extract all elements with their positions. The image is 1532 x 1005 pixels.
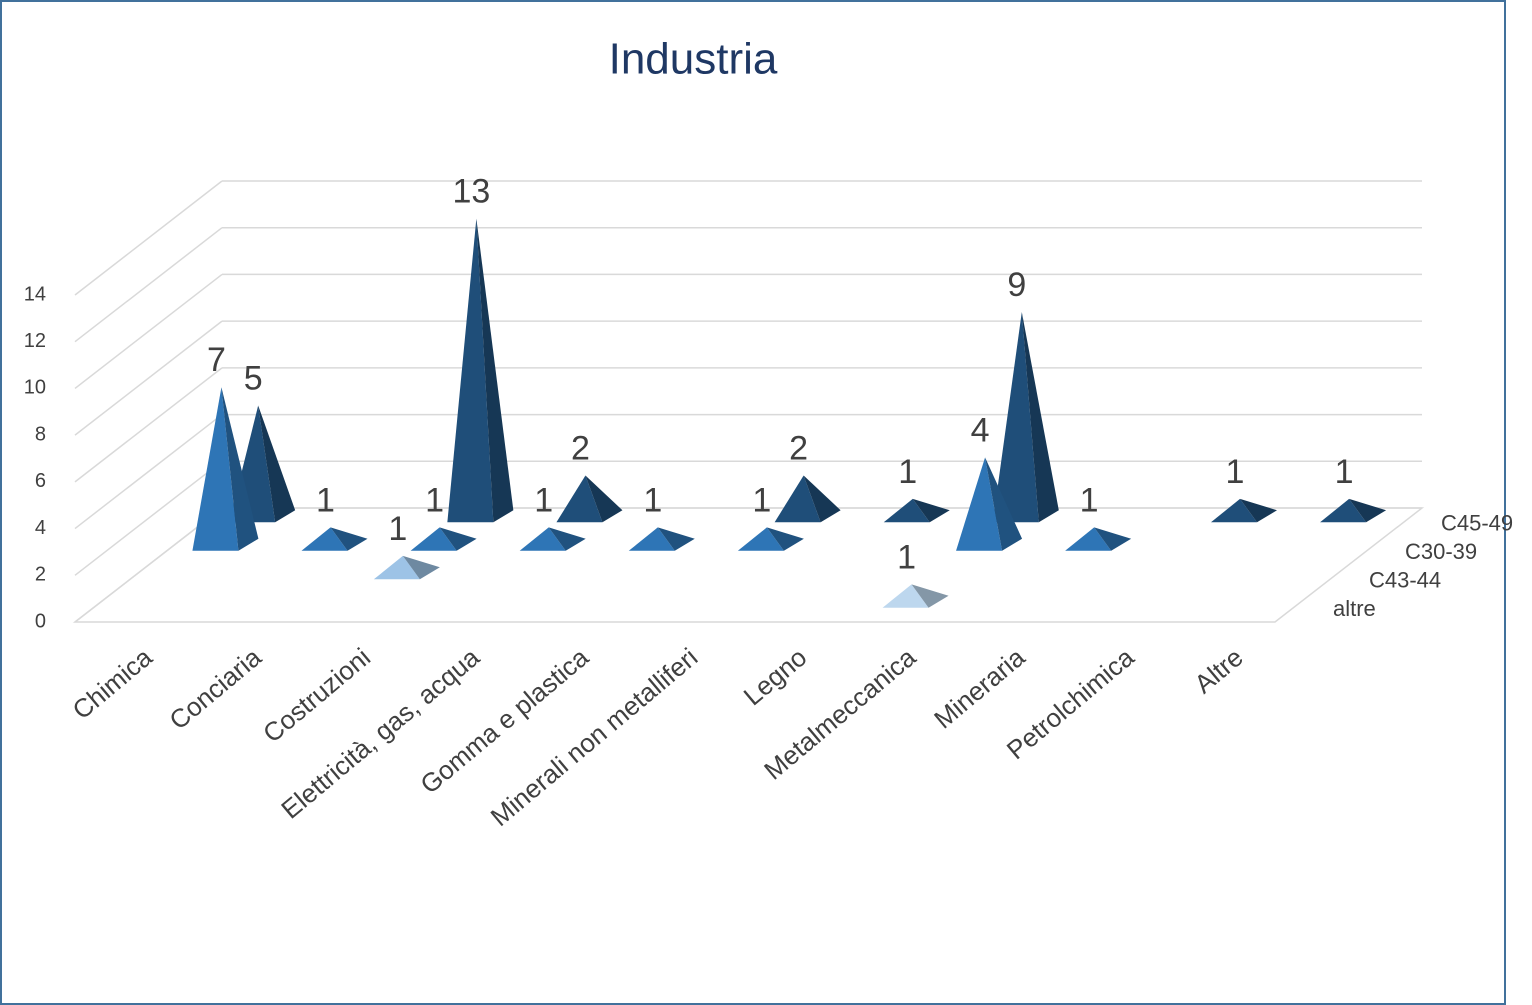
data-label: 1 xyxy=(898,453,917,491)
pyramid-front xyxy=(737,527,784,551)
pyramid xyxy=(883,498,950,523)
data-label: 2 xyxy=(789,430,808,468)
data-label: 1 xyxy=(1226,453,1245,491)
pyramid xyxy=(1320,498,1387,523)
data-label: 4 xyxy=(971,411,990,449)
depth-label: altre xyxy=(1333,596,1376,621)
pyramid xyxy=(956,457,1023,551)
pyramid-side xyxy=(766,527,804,551)
pyramid-front xyxy=(628,527,675,551)
grid-line xyxy=(74,180,223,296)
y-tick-label: 10 xyxy=(24,377,46,399)
data-label: 5 xyxy=(244,359,263,397)
data-label: 1 xyxy=(643,481,662,519)
y-tick-label: 14 xyxy=(24,283,46,305)
y-tick-label: 0 xyxy=(35,610,46,632)
grid-line xyxy=(74,460,223,576)
pyramid-side xyxy=(1349,498,1387,523)
data-label: 9 xyxy=(1007,266,1026,304)
y-tick-label: 12 xyxy=(24,330,46,352)
pyramid-front xyxy=(774,475,821,523)
pyramid xyxy=(882,584,949,608)
data-label: 13 xyxy=(452,173,490,211)
y-tick-label: 4 xyxy=(35,517,46,539)
pyramid-side xyxy=(803,475,841,523)
data-label: 1 xyxy=(752,481,771,519)
pyramid-front xyxy=(882,584,929,608)
data-label: 1 xyxy=(425,481,444,519)
pyramid-front xyxy=(992,312,1039,523)
pyramid xyxy=(519,527,586,551)
grid-line xyxy=(74,320,223,436)
pyramid-side xyxy=(985,457,1023,551)
pyramid-front xyxy=(192,387,239,551)
pyramid xyxy=(1210,498,1277,523)
pyramid-side xyxy=(1021,312,1059,523)
grid-line xyxy=(74,413,223,530)
data-label: 1 xyxy=(1080,481,1099,519)
depth-label: C45-49 xyxy=(1441,510,1513,535)
pyramid-side xyxy=(330,527,368,551)
pyramid-front xyxy=(1210,498,1257,523)
pyramid-front xyxy=(410,527,457,551)
y-tick-label: 8 xyxy=(35,423,46,445)
pyramid-side xyxy=(1239,498,1277,523)
pyramid-side xyxy=(548,527,586,551)
pyramid-front xyxy=(373,555,420,580)
pyramid xyxy=(628,527,695,551)
pyramid-side xyxy=(912,498,950,523)
pyramid-front xyxy=(556,475,603,523)
grid-line xyxy=(74,227,223,343)
pyramid xyxy=(447,218,514,523)
pyramid-side xyxy=(585,475,623,523)
data-label: 1 xyxy=(388,510,407,548)
pyramid xyxy=(192,387,259,551)
data-label: 1 xyxy=(534,481,553,519)
pyramid-side xyxy=(476,218,514,523)
data-label: 1 xyxy=(897,538,916,576)
pyramid-side xyxy=(439,527,477,551)
pyramid-side xyxy=(657,527,695,551)
pyramid xyxy=(992,312,1059,523)
grid-line xyxy=(74,273,223,390)
pyramid xyxy=(410,527,477,551)
pyramid xyxy=(556,475,623,523)
pyramid-side xyxy=(1094,527,1132,551)
pyramid-front xyxy=(956,457,1003,551)
data-label: 1 xyxy=(1335,453,1354,491)
data-label: 7 xyxy=(207,341,226,379)
pyramid-side xyxy=(258,405,296,523)
pyramid-front xyxy=(1320,498,1367,523)
pyramid-front xyxy=(301,527,348,551)
pyramid xyxy=(373,555,440,580)
pyramid-front xyxy=(447,218,494,523)
data-label: 1 xyxy=(316,481,335,519)
pyramid-front xyxy=(1065,527,1112,551)
chart-title: Industria xyxy=(609,35,778,84)
depth-label: C30-39 xyxy=(1405,539,1477,564)
pyramid-side xyxy=(221,387,259,551)
pyramid xyxy=(1065,527,1132,551)
pyramid-side xyxy=(402,555,440,580)
y-tick-label: 6 xyxy=(35,470,46,492)
pyramid-side xyxy=(911,584,949,608)
pyramid xyxy=(737,527,804,551)
pyramid xyxy=(774,475,841,523)
pyramid xyxy=(301,527,368,551)
grid-line xyxy=(74,367,223,483)
depth-label: C43-44 xyxy=(1369,567,1441,592)
pyramid-front xyxy=(883,498,930,523)
pyramid-front xyxy=(519,527,566,551)
data-label: 2 xyxy=(571,430,590,468)
y-tick-label: 2 xyxy=(35,564,46,586)
